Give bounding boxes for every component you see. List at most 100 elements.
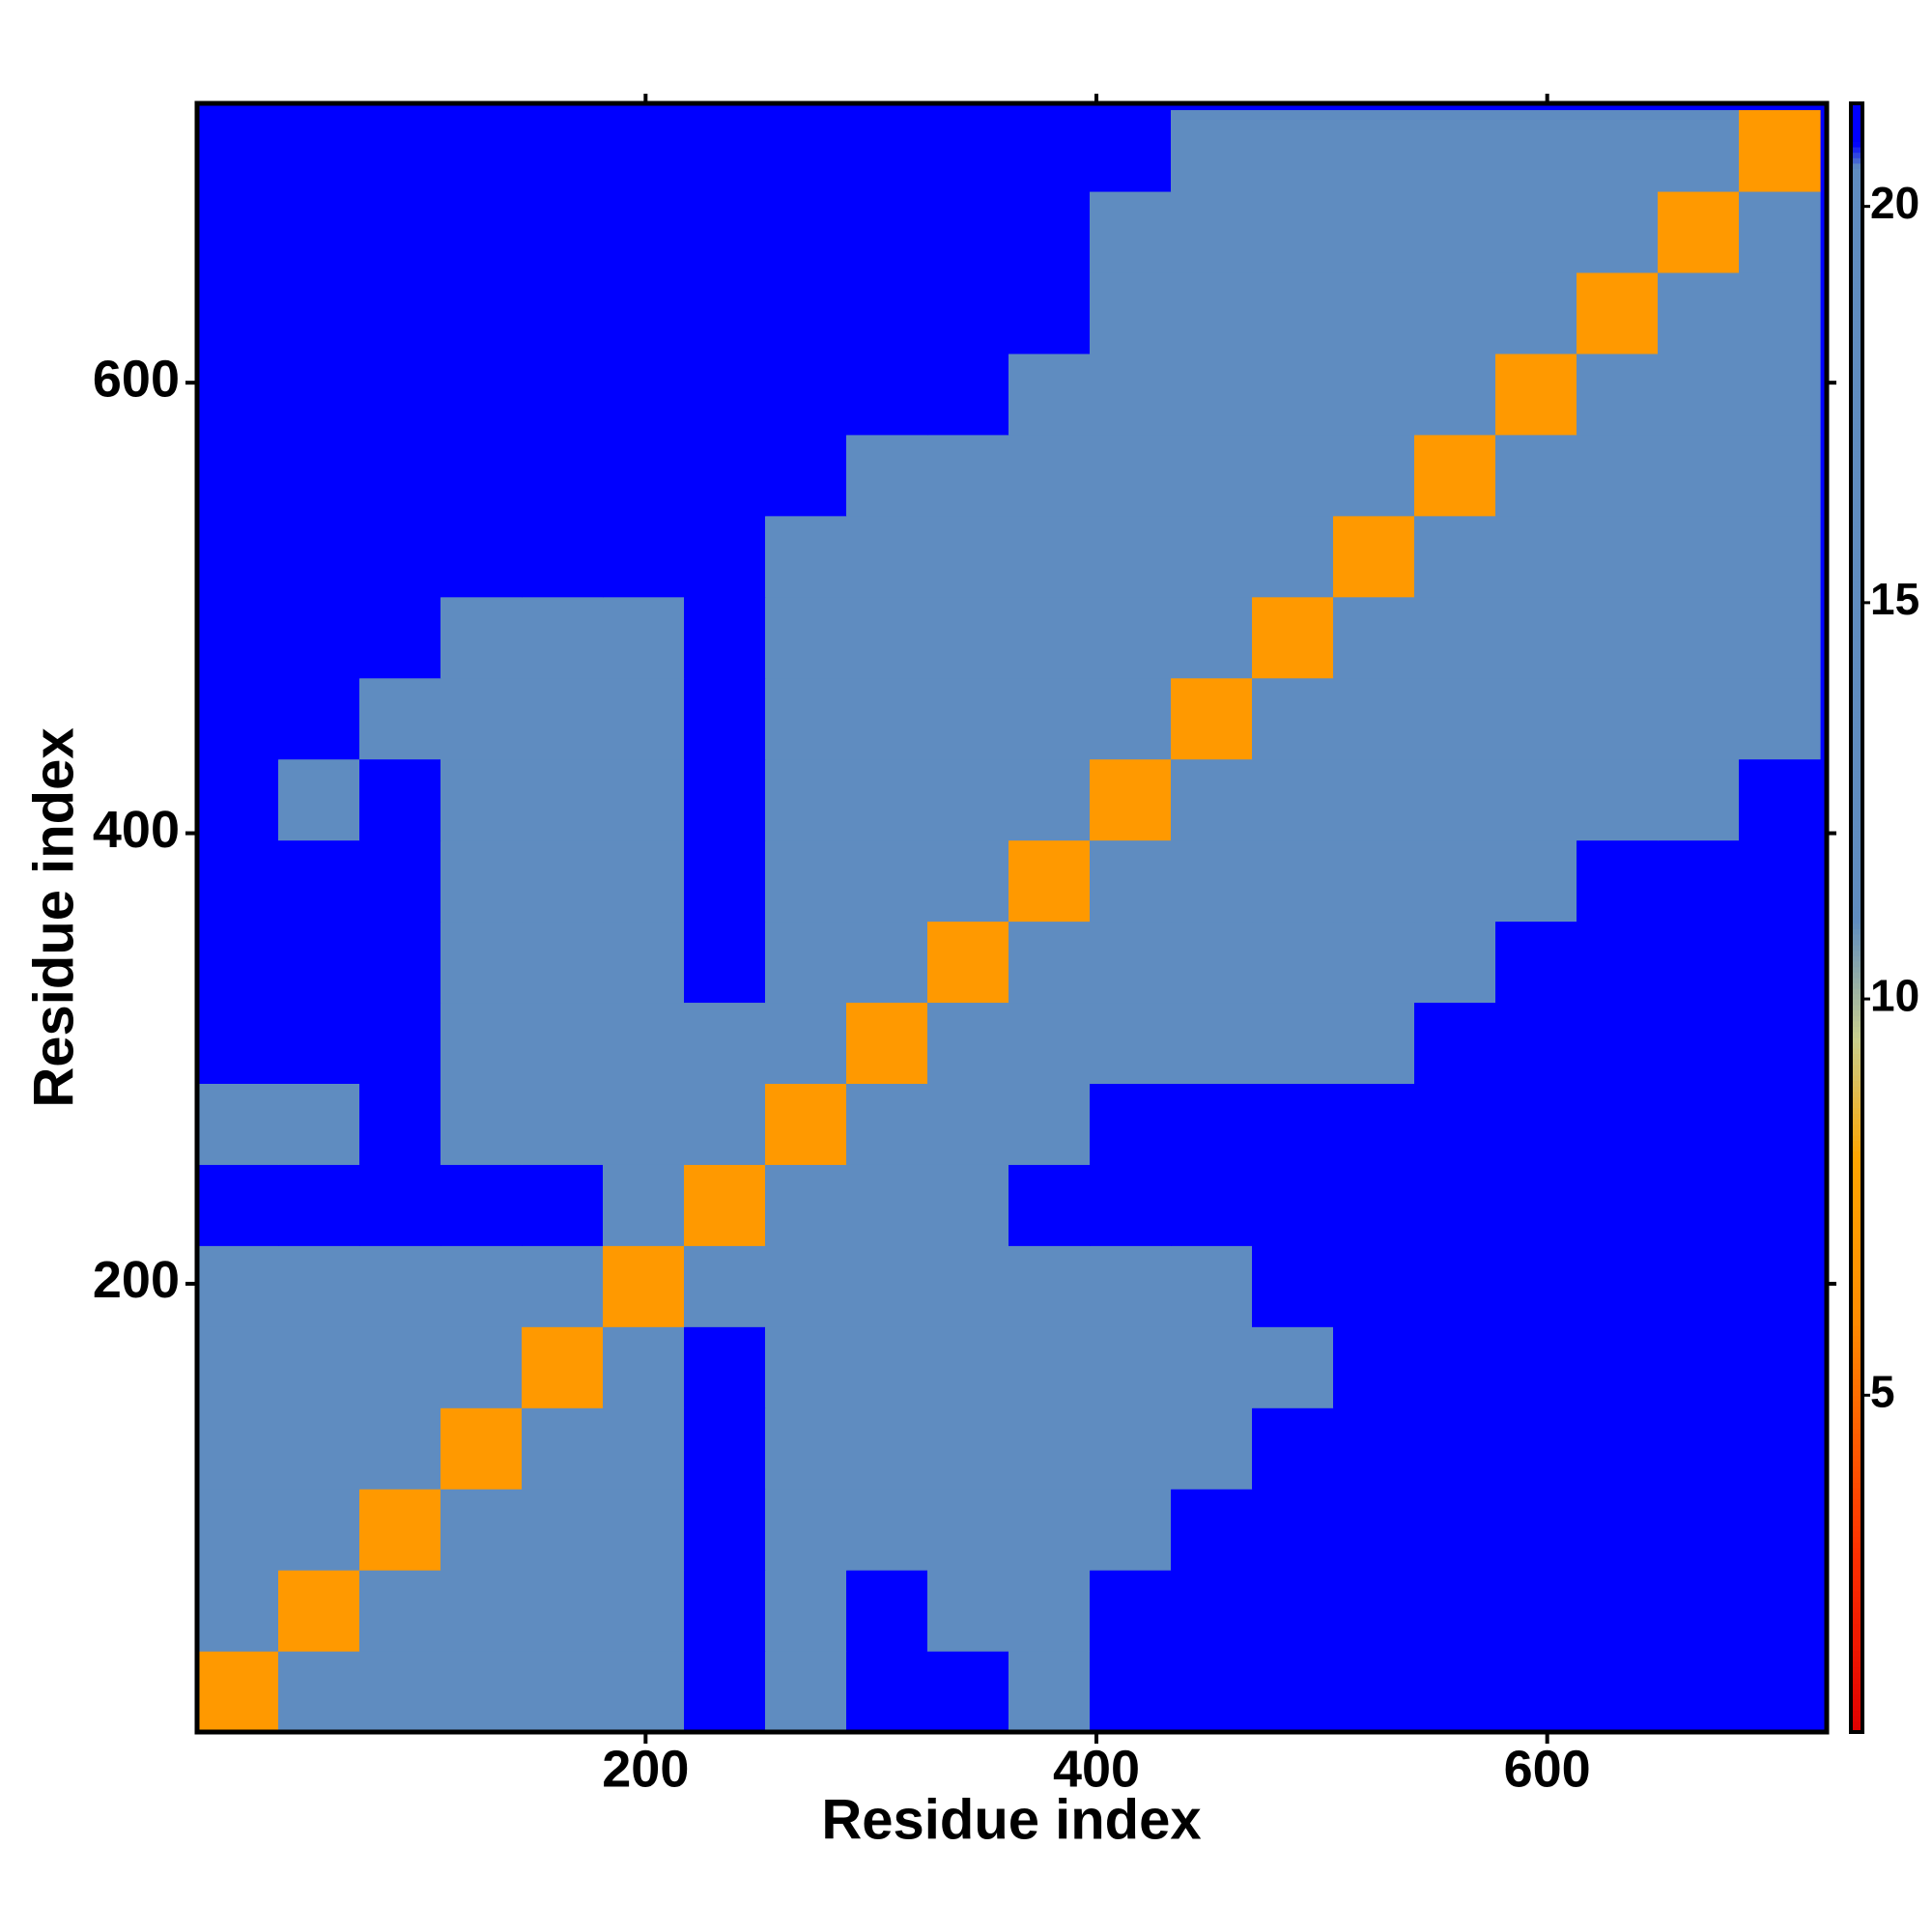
heatmap-cell xyxy=(197,1164,279,1246)
heatmap-cell xyxy=(1414,434,1496,517)
colorbar-strip xyxy=(1851,189,1862,197)
colorbar-strip xyxy=(1851,988,1862,995)
heatmap-cell xyxy=(765,190,847,273)
heatmap-cell xyxy=(603,1002,685,1084)
heatmap-cell xyxy=(684,839,766,923)
heatmap-cell xyxy=(440,1489,523,1571)
colorbar-strip xyxy=(1851,1384,1862,1391)
heatmap-cell xyxy=(1739,1245,1821,1327)
heatmap-cell xyxy=(1658,1002,1740,1084)
colorbar-strip xyxy=(1851,950,1862,956)
colorbar-strip xyxy=(1851,754,1862,761)
colorbar-strip xyxy=(1851,1319,1862,1326)
heatmap-cell xyxy=(359,1407,441,1490)
colorbar-strip xyxy=(1851,1693,1862,1700)
colorbar-strip xyxy=(1851,380,1862,386)
heatmap-cell xyxy=(1252,1326,1334,1408)
colorbar-strip xyxy=(1851,1292,1862,1298)
heatmap-cell xyxy=(1090,190,1172,273)
heatmap-cell xyxy=(197,677,279,760)
heatmap-cell xyxy=(846,515,928,598)
colorbar-strip xyxy=(1851,825,1862,832)
heatmap-cell xyxy=(359,839,441,923)
heatmap-cell xyxy=(440,677,523,760)
heatmap-cell xyxy=(1090,1489,1172,1571)
heatmap-cell xyxy=(1333,515,1415,598)
heatmap-cell xyxy=(927,1407,1009,1490)
colorbar-strip xyxy=(1851,1710,1862,1717)
heatmap-cell xyxy=(1252,515,1334,598)
colorbar-strip xyxy=(1851,630,1862,637)
heatmap-cell xyxy=(846,1326,928,1408)
colorbar-strip xyxy=(1851,1689,1862,1695)
heatmap-cell xyxy=(1577,839,1659,923)
heatmap-cell xyxy=(278,758,360,841)
heatmap-cell xyxy=(1171,758,1253,841)
colorbar-strip xyxy=(1851,765,1862,772)
heatmap-cell xyxy=(1171,921,1253,1004)
colorbar-strip xyxy=(1851,651,1862,658)
heatmap-cell xyxy=(927,271,1009,355)
heatmap-cell xyxy=(1658,434,1740,517)
heatmap-cell xyxy=(197,1407,279,1490)
colorbar-strip xyxy=(1851,1374,1862,1380)
heatmap-cell xyxy=(1577,1489,1659,1571)
colorbar-strip xyxy=(1851,1357,1862,1364)
heatmap-cell xyxy=(440,1651,523,1733)
heatmap-cell xyxy=(1252,1489,1334,1571)
heatmap-cell xyxy=(278,271,360,355)
heatmap-cell xyxy=(765,921,847,1004)
colorbar-strip xyxy=(1851,375,1862,382)
heatmap-cell xyxy=(1090,1407,1172,1490)
colorbar-strip xyxy=(1851,1596,1862,1603)
heatmap-cell xyxy=(440,190,523,273)
heatmap-cell xyxy=(359,758,441,841)
colorbar-strip xyxy=(1851,510,1862,517)
colorbar-strip xyxy=(1851,732,1862,740)
heatmap-cell xyxy=(1739,596,1821,679)
heatmap-cell xyxy=(1495,1326,1577,1408)
colorbar-strip xyxy=(1851,1059,1862,1065)
heatmap-cell xyxy=(1414,190,1496,273)
heatmap-cell xyxy=(1739,271,1821,355)
heatmap-cell xyxy=(1414,353,1496,436)
colorbar-strip xyxy=(1851,1248,1862,1256)
heatmap-cell xyxy=(1577,758,1659,841)
colorbar-strip xyxy=(1851,1189,1862,1196)
heatmap-cell xyxy=(1495,596,1577,679)
heatmap-cell xyxy=(278,109,360,192)
colorbar-strip xyxy=(1851,955,1862,962)
heatmap-cell xyxy=(603,677,685,760)
colorbar-strip xyxy=(1851,201,1862,208)
heatmap-cell xyxy=(1171,1002,1253,1084)
colorbar-strip xyxy=(1851,233,1862,241)
colorbar-strip xyxy=(1851,1617,1862,1625)
heatmap-cell xyxy=(440,1002,523,1084)
colorbar-strip xyxy=(1851,1096,1862,1103)
heatmap-cell xyxy=(927,921,1009,1004)
heatmap-cell xyxy=(1333,109,1415,192)
heatmap-cell xyxy=(1252,1164,1334,1246)
heatmap-cell xyxy=(1090,1245,1172,1327)
heatmap-cell xyxy=(197,839,279,923)
heatmap-cell xyxy=(1009,1570,1091,1652)
heatmap-cell xyxy=(765,1245,847,1327)
heatmap-cell xyxy=(1658,515,1740,598)
heatmap-cell xyxy=(684,1002,766,1084)
colorbar-strip xyxy=(1851,1232,1862,1239)
heatmap-cell xyxy=(1658,271,1740,355)
heatmap-cell xyxy=(846,839,928,923)
heatmap-cell xyxy=(1658,1489,1740,1571)
heatmap-cell xyxy=(603,271,685,355)
heatmap-cell xyxy=(927,1164,1009,1246)
colorbar-strip xyxy=(1851,846,1862,854)
heatmap-cell xyxy=(1577,1651,1659,1733)
colorbar-strip xyxy=(1851,695,1862,701)
colorbar-strip xyxy=(1851,1444,1862,1451)
colorbar-strip xyxy=(1851,1488,1862,1494)
heatmap-cell xyxy=(1414,596,1496,679)
colorbar-strip xyxy=(1851,597,1862,604)
heatmap-cell xyxy=(684,1407,766,1490)
colorbar-strip xyxy=(1851,185,1862,191)
